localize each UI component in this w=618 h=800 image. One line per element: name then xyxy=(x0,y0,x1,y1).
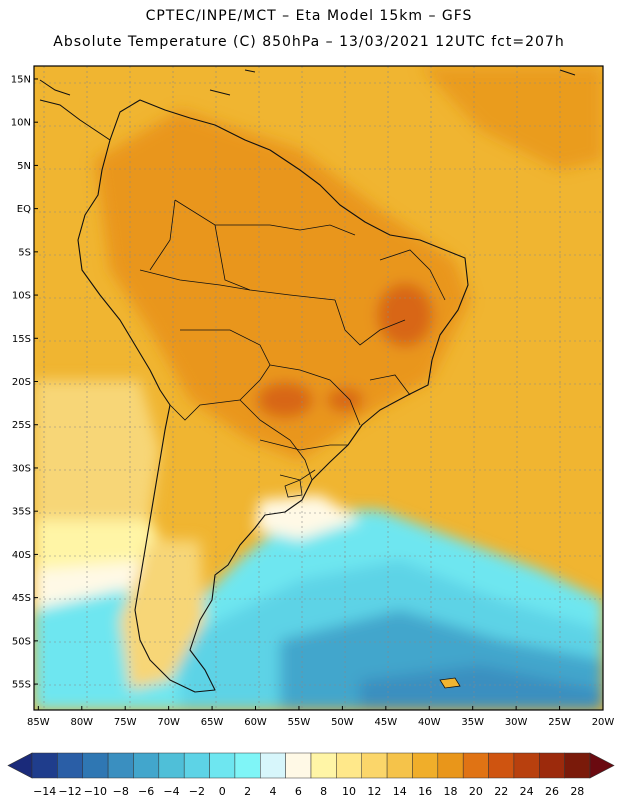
lat-label: 40S xyxy=(12,550,31,561)
colorbar-label: 22 xyxy=(494,785,508,798)
colorbar-swatch xyxy=(386,752,413,779)
colorbar-swatch xyxy=(488,752,515,779)
colorbar xyxy=(7,752,615,779)
colorbar-swatch xyxy=(285,752,312,779)
lon-label: 70W xyxy=(157,717,180,728)
lat-label: 5S xyxy=(18,247,31,258)
lat-label: 45S xyxy=(12,593,31,604)
longitude-labels: 85W 80W 75W 70W 65W 60W 55W 50W 45W 40W 35W 30W 25W 2… xyxy=(27,706,614,728)
lat-label: EQ xyxy=(17,204,31,215)
lat-label: 5N xyxy=(17,161,31,172)
map-title-line1: CPTEC/INPE/MCT – Eta Model 15km – GFS xyxy=(145,8,473,24)
lon-label: 45W xyxy=(375,717,398,728)
colorbar-swatch xyxy=(564,752,591,779)
latitude-labels: 15N 10N 5N EQ 5S 10S 15S 20S 25S 30S 35S 40S 45S 50S 5… xyxy=(11,74,38,691)
colorbar-swatch xyxy=(539,752,565,779)
colorbar-label: 28 xyxy=(570,785,584,798)
colorbar-label: 6 xyxy=(295,785,302,798)
colorbar-swatch xyxy=(107,752,134,779)
map-frame xyxy=(33,65,604,711)
lon-label: 40W xyxy=(418,717,441,728)
colorbar-label: −2 xyxy=(189,785,205,798)
map-title-line2: Absolute Temperature (C) 850hPa – 13/03/… xyxy=(53,34,565,50)
colorbar-label: 24 xyxy=(520,785,534,798)
colorbar-label: −6 xyxy=(138,785,154,798)
lon-label: 25W xyxy=(548,717,571,728)
country-borders xyxy=(139,199,446,481)
colorbar-swatch xyxy=(361,752,388,779)
colorbar-labels: −14 −12 −10 −8 −6 −4 −2 0 2 4 6 8 10 12 14 16 18 20 22 24 26… xyxy=(33,785,584,798)
colorbar-swatch xyxy=(57,752,83,779)
lon-label: 60W xyxy=(244,717,267,728)
colorbar-swatch xyxy=(133,752,160,779)
lon-label: 75W xyxy=(114,717,137,728)
colorbar-swatch xyxy=(209,752,236,779)
colorbar-label: 2 xyxy=(244,785,251,798)
colorbar-swatch xyxy=(310,752,337,779)
graticule xyxy=(34,66,603,710)
lat-label: 15N xyxy=(11,74,31,85)
colorbar-label: −14 xyxy=(33,785,56,798)
colorbar-swatch xyxy=(412,752,439,779)
temperature-field xyxy=(34,66,603,710)
colorbar-label: 10 xyxy=(342,785,356,798)
colorbar-label: 4 xyxy=(269,785,276,798)
lon-label: 35W xyxy=(461,717,484,728)
lat-label: 15S xyxy=(12,334,31,345)
colorbar-swatch xyxy=(183,752,210,779)
lon-label: 30W xyxy=(505,717,528,728)
colorbar-label: 18 xyxy=(444,785,458,798)
lat-label: 30S xyxy=(12,463,31,474)
colorbar-label: 0 xyxy=(219,785,226,798)
colorbar-label: −10 xyxy=(84,785,107,798)
lat-label: 35S xyxy=(12,507,31,518)
colorbar-label: −8 xyxy=(113,785,129,798)
lat-label: 55S xyxy=(12,680,31,691)
colorbar-swatch xyxy=(437,752,464,779)
lon-label: 20W xyxy=(592,717,615,728)
colorbar-low-arrow xyxy=(7,752,33,779)
lat-label: 20S xyxy=(12,377,31,388)
lat-label: 10S xyxy=(12,291,31,302)
south-america-coastline xyxy=(77,99,469,693)
lon-label: 80W xyxy=(70,717,93,728)
colorbar-swatch xyxy=(82,752,109,779)
lat-label: 10N xyxy=(11,118,31,129)
colorbar-label: −12 xyxy=(58,785,81,798)
colorbar-label: −4 xyxy=(163,785,179,798)
lon-label: 85W xyxy=(27,717,50,728)
colorbar-label: 8 xyxy=(320,785,327,798)
colorbar-label: 16 xyxy=(418,785,432,798)
colorbar-swatch xyxy=(336,752,362,779)
lon-label: 50W xyxy=(331,717,354,728)
colorbar-label: 20 xyxy=(469,785,483,798)
colorbar-label: 14 xyxy=(393,785,407,798)
colorbar-swatch xyxy=(462,752,489,779)
colorbar-label: 12 xyxy=(367,785,381,798)
colorbar-swatch xyxy=(513,752,540,779)
lat-label: 25S xyxy=(12,420,31,431)
colorbar-swatch xyxy=(260,752,286,779)
colorbar-swatch xyxy=(158,752,185,779)
colorbar-swatch xyxy=(234,752,261,779)
colorbar-high-arrow xyxy=(589,752,615,779)
colorbar-label: 26 xyxy=(545,785,559,798)
lon-label: 55W xyxy=(288,717,311,728)
colorbar-swatch xyxy=(31,752,58,779)
lat-label: 50S xyxy=(12,636,31,647)
lon-label: 65W xyxy=(201,717,224,728)
